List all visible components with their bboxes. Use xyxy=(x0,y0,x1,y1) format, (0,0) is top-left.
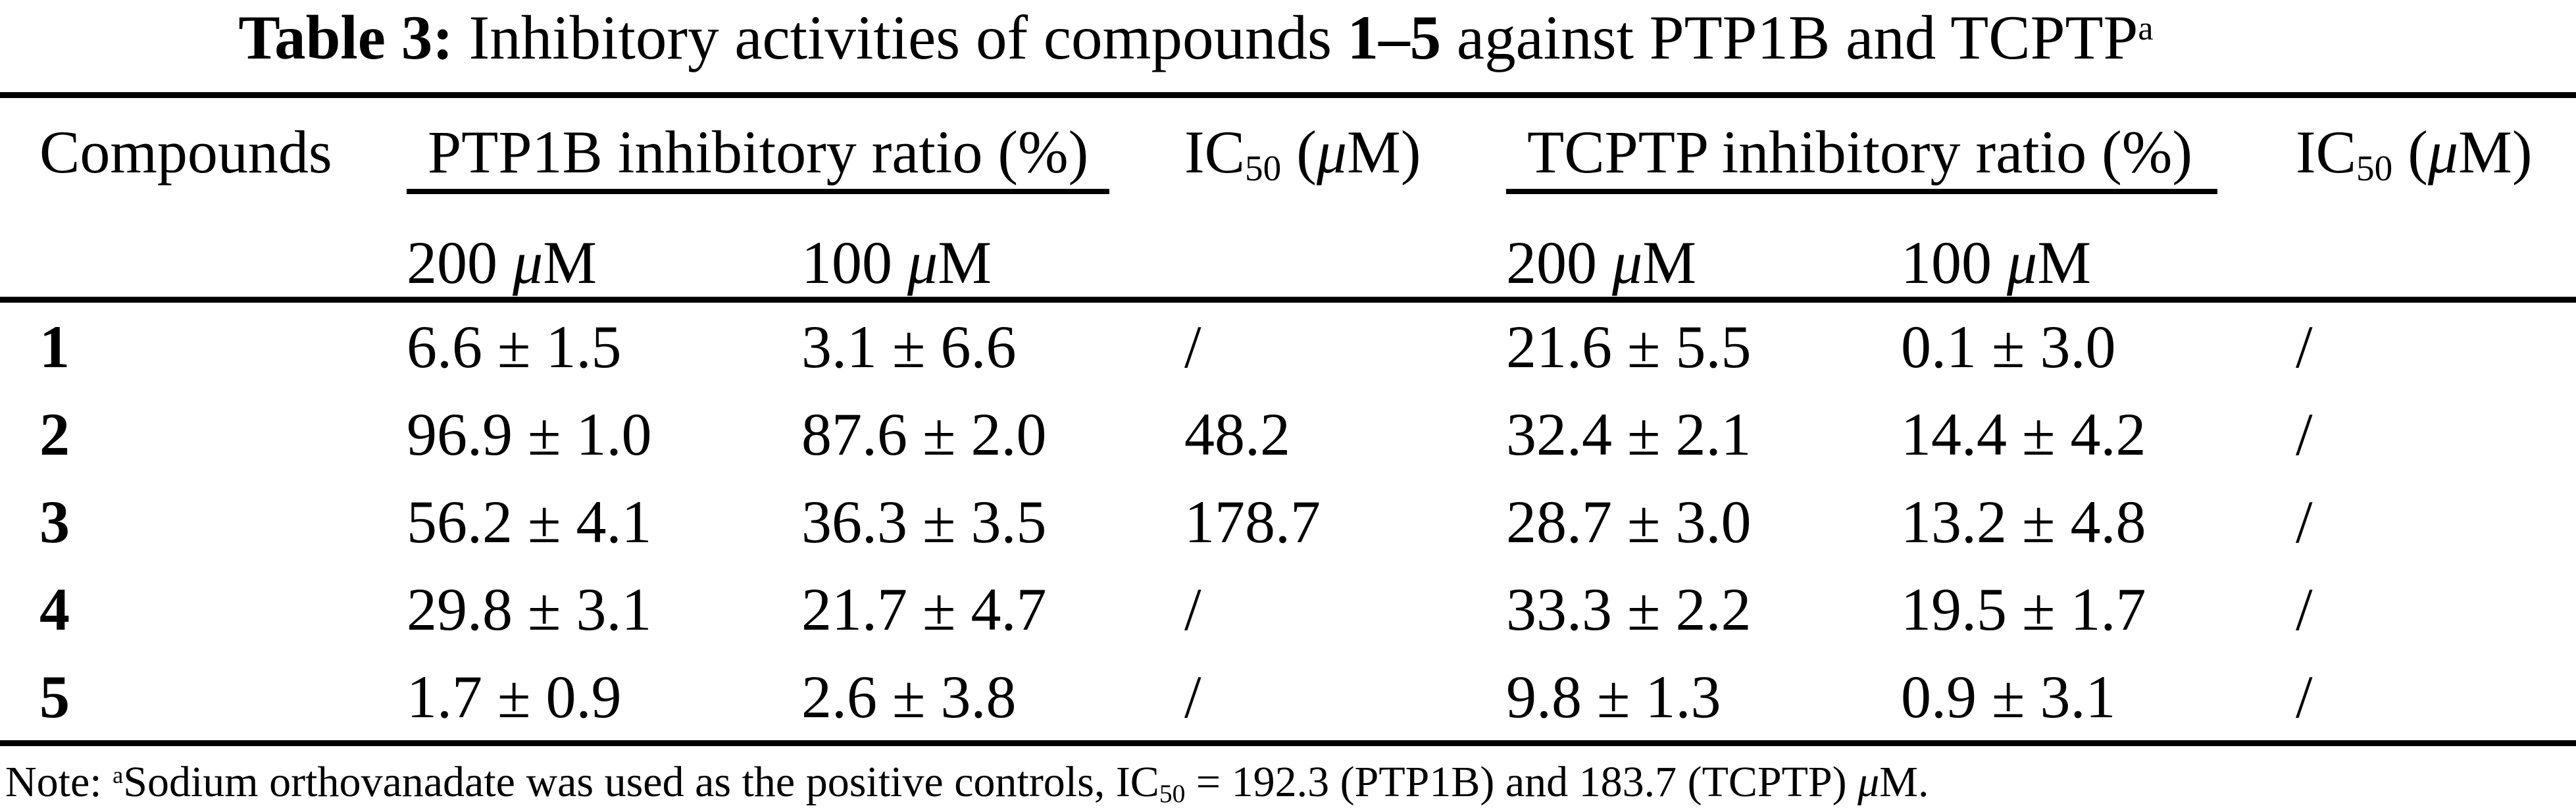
ic50-tcptp-value: / xyxy=(2296,653,2576,746)
ic50-ptp1b-value: / xyxy=(1184,653,1506,746)
footnote-prefix: Note: xyxy=(5,758,113,806)
header-compounds-label: Compounds xyxy=(39,118,332,186)
tcptp-200-value: 28.7 ± 3.0 xyxy=(1506,488,1752,555)
table-caption-text-1: Inhibitory activities of compounds xyxy=(453,3,1348,72)
compound-id: 3 xyxy=(39,488,70,555)
ptp1b-group-underline xyxy=(407,189,1109,194)
tcptp-group-underline xyxy=(1506,189,2217,194)
ptp1b-200-value: 56.2 ± 4.1 xyxy=(407,488,652,555)
compound-id: 1 xyxy=(39,313,70,380)
header-row-groups: Compounds PTP1B inhibitory ratio (%) IC5… xyxy=(0,95,2576,303)
molar-symbol: M xyxy=(2037,229,2091,296)
table-row-compound-1: 1 6.6 ± 1.5 3.1 ± 6.6 / 21.6 ± 5.5 0.1 ±… xyxy=(0,300,2576,391)
ic50-unit-open: ( xyxy=(1281,118,1317,186)
table-caption-text-2: against PTP1B and TCPTP xyxy=(1441,3,2138,72)
header-ic50-tcptp: IC50 (μM) xyxy=(2296,95,2576,303)
conc-value: 200 xyxy=(1506,229,1612,296)
ptp1b-100-value: 87.6 ± 2.0 xyxy=(801,400,1047,468)
tcptp-100-value: 0.9 ± 3.1 xyxy=(1901,653,2296,746)
ptp1b-200-value: 29.8 ± 3.1 xyxy=(407,575,652,643)
tcptp-100-value: 13.2 ± 4.8 xyxy=(1901,488,2146,555)
tcptp-100-value: 14.4 ± 4.2 xyxy=(1901,400,2146,468)
mu-symbol: μ xyxy=(2427,118,2459,186)
table-row-compound-5: 5 1.7 ± 0.9 2.6 ± 3.8 / 9.8 ± 1.3 0.9 ± … xyxy=(0,653,2576,746)
ic50-unit-close: M) xyxy=(1347,118,1421,186)
tcptp-100-value: 19.5 ± 1.7 xyxy=(1901,575,2146,643)
footnote-marker: a xyxy=(113,762,124,789)
conc-value: 100 xyxy=(801,229,907,296)
molar-symbol: M xyxy=(1642,229,1696,296)
mu-symbol: μ xyxy=(513,229,543,296)
ptp1b-200-value: 6.6 ± 1.5 xyxy=(407,313,622,380)
table-footnote: Note: aSodium orthovanadate was used as … xyxy=(0,746,2576,807)
ic50-ptp1b-value: 178.7 xyxy=(1184,488,1321,555)
tcptp-200-value: 21.6 ± 5.5 xyxy=(1506,313,1752,380)
header-tcptp-group: TCPTP inhibitory ratio (%) xyxy=(1506,95,2296,194)
ic50-unit-close: M) xyxy=(2458,118,2533,186)
table-row-compound-2: 2 96.9 ± 1.0 87.6 ± 2.0 48.2 32.4 ± 2.1 … xyxy=(0,390,2576,478)
ic50-tcptp-value: / xyxy=(2296,400,2313,468)
table-row-compound-3: 3 56.2 ± 4.1 36.3 ± 3.5 178.7 28.7 ± 3.0… xyxy=(0,478,2576,565)
subheader-ptp1b-200: 200 μM xyxy=(407,194,801,303)
compound-id: 2 xyxy=(39,400,70,468)
tcptp-100-value: 0.1 ± 3.0 xyxy=(1901,313,2116,380)
ptp1b-200-value: 96.9 ± 1.0 xyxy=(407,400,652,468)
ptp1b-100-value: 3.1 ± 6.6 xyxy=(801,313,1017,380)
footnote-body-1: Sodium orthovanadate was used as the pos… xyxy=(123,758,1159,806)
table-caption-number: Table 3: xyxy=(238,3,453,72)
ic50-subscript: 50 xyxy=(2356,148,2393,189)
subheader-ptp1b-100: 100 μM xyxy=(801,194,1184,303)
conc-value: 200 xyxy=(407,229,513,296)
tcptp-200-value: 32.4 ± 2.1 xyxy=(1506,400,1752,468)
ptp1b-100-value: 36.3 ± 3.5 xyxy=(801,488,1047,555)
table-caption: Table 3: Inhibitory activities of compou… xyxy=(0,0,2576,92)
tcptp-200-value: 33.3 ± 2.2 xyxy=(1506,575,1752,643)
ic50-tcptp-value: / xyxy=(2296,488,2313,555)
ic50-ptp1b-value: 48.2 xyxy=(1184,400,1290,468)
footnote-end: M. xyxy=(1879,758,1929,806)
compound-id: 4 xyxy=(39,575,70,643)
ic50-tcptp-value: / xyxy=(2296,313,2313,380)
subheader-tcptp-100: 100 μM xyxy=(1901,194,2296,303)
mu-symbol: μ xyxy=(1316,118,1348,186)
header-tcptp-group-label: TCPTP inhibitory ratio (%) xyxy=(1527,118,2193,186)
ptp1b-100-value: 21.7 ± 4.7 xyxy=(801,575,1047,643)
ic50-subscript: 50 xyxy=(1245,148,1282,189)
ic50-subscript: 50 xyxy=(1159,778,1186,808)
table-caption-footnote-marker: a xyxy=(2138,9,2154,48)
ic50-ptp1b-value: / xyxy=(1184,575,1201,643)
footnote-body-2: = 192.3 (PTP1B) and 183.7 (TCPTP) xyxy=(1185,758,1858,806)
table-caption-compound-range: 1–5 xyxy=(1347,3,1442,72)
header-row-concentrations: 200 μM 100 μM 200 μM 100 μM xyxy=(0,194,2576,303)
ic50-label: IC xyxy=(1184,118,1245,186)
molar-symbol: M xyxy=(543,229,597,296)
mu-symbol: μ xyxy=(2007,229,2038,296)
molar-symbol: M xyxy=(938,229,992,296)
mu-symbol: μ xyxy=(907,229,938,296)
subheader-tcptp-200: 200 μM xyxy=(1506,194,1901,303)
ptp1b-200-value: 1.7 ± 0.9 xyxy=(407,653,801,746)
tcptp-200-value: 9.8 ± 1.3 xyxy=(1506,653,1901,746)
ic50-label: IC xyxy=(2296,118,2356,186)
table-row-compound-4: 4 29.8 ± 3.1 21.7 ± 4.7 / 33.3 ± 2.2 19.… xyxy=(0,565,2576,653)
ic50-tcptp-value: / xyxy=(2296,575,2313,643)
conc-value: 100 xyxy=(1901,229,2007,296)
header-compounds: Compounds xyxy=(0,95,407,303)
inhibitory-activity-table: Compounds PTP1B inhibitory ratio (%) IC5… xyxy=(0,92,2576,746)
compound-id: 5 xyxy=(0,653,407,746)
header-ic50-ptp1b: IC50 (μM) xyxy=(1184,95,1506,303)
ic50-ptp1b-value: / xyxy=(1184,313,1201,380)
header-ptp1b-group-label: PTP1B inhibitory ratio (%) xyxy=(428,118,1089,186)
ptp1b-100-value: 2.6 ± 3.8 xyxy=(801,653,1184,746)
ic50-unit-open: ( xyxy=(2392,118,2428,186)
mu-symbol: μ xyxy=(1612,229,1643,296)
header-ptp1b-group: PTP1B inhibitory ratio (%) xyxy=(407,95,1184,194)
mu-symbol: μ xyxy=(1857,758,1880,806)
